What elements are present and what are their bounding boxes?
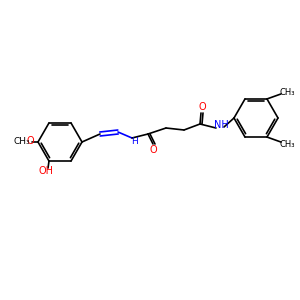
Text: CH₃: CH₃ <box>279 88 295 98</box>
Text: NH: NH <box>214 120 228 130</box>
Text: CH₃: CH₃ <box>14 136 30 146</box>
Text: O: O <box>26 136 34 146</box>
Text: H: H <box>130 137 137 146</box>
Text: CH₃: CH₃ <box>279 140 295 148</box>
Text: O: O <box>149 145 157 155</box>
Text: OH: OH <box>38 166 53 176</box>
Text: O: O <box>198 102 206 112</box>
